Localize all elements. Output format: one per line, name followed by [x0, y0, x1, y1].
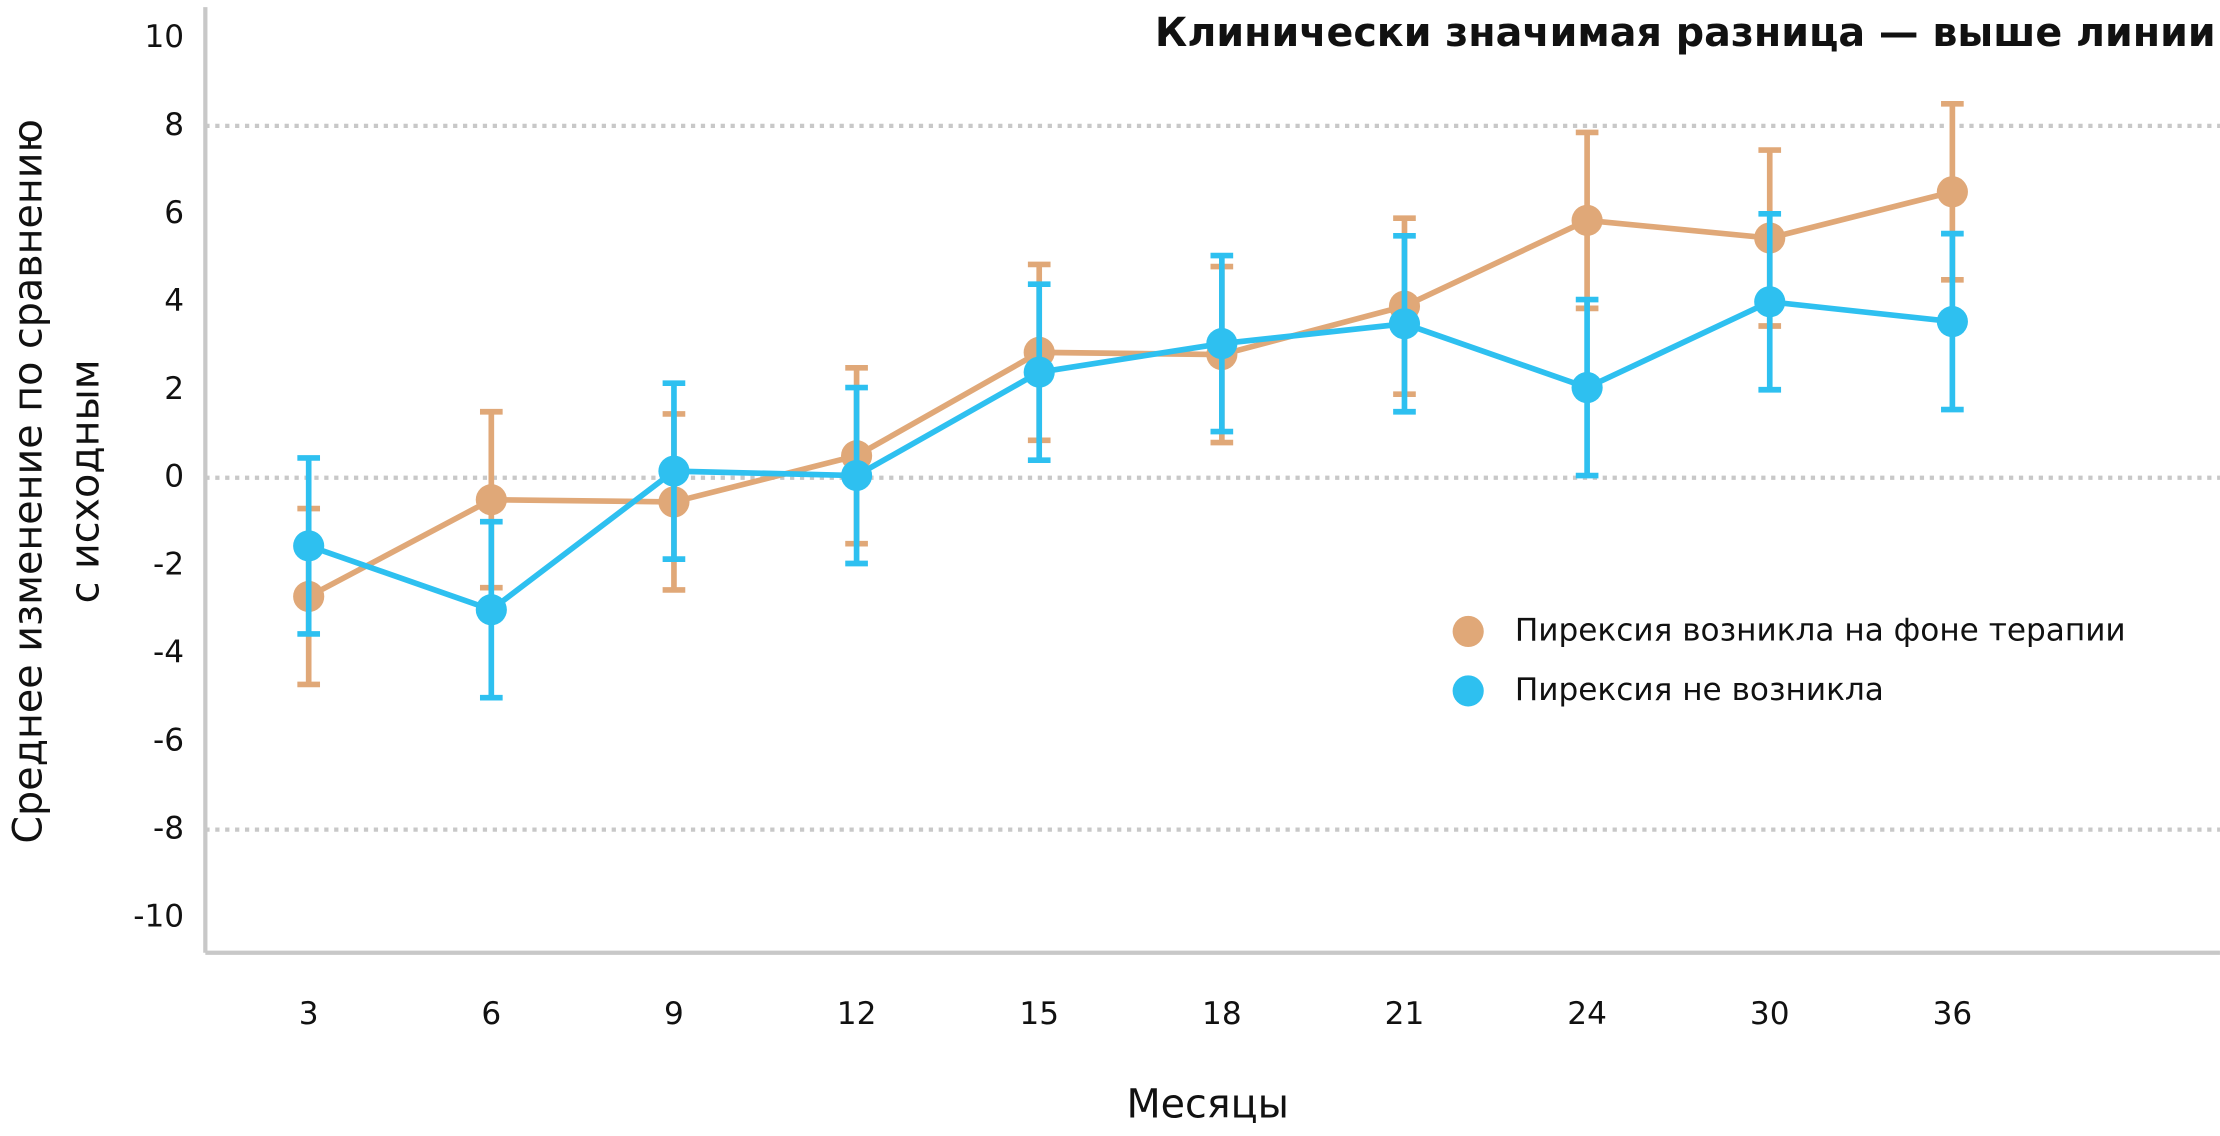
data-point [293, 530, 325, 562]
y-tick-label: 0 [164, 459, 184, 495]
series-line [307, 298, 1953, 613]
x-tick-label: 30 [1750, 996, 1790, 1032]
series-line [307, 189, 1954, 600]
y-tick-label: 4 [164, 283, 184, 319]
y-tick-label: -10 [133, 899, 184, 935]
data-point [841, 459, 873, 492]
y-tick-label: -6 [153, 723, 184, 759]
x-axis-label: Месяцы [1126, 1082, 1288, 1128]
y-tick-label: 10 [144, 19, 184, 55]
data-point [1206, 328, 1238, 360]
legend-marker [1452, 615, 1484, 647]
data-point [1936, 176, 1968, 208]
x-tick-label: 15 [1019, 996, 1059, 1032]
y-tick-label: 6 [164, 195, 184, 231]
x-tick-label: 12 [837, 996, 877, 1032]
x-tick-label: 6 [481, 996, 501, 1032]
data-point [1571, 204, 1603, 236]
x-tick-label: 21 [1385, 996, 1425, 1032]
y-tick-label: 8 [164, 107, 184, 143]
legend-label: Пирексия возникла на фоне терапии [1515, 612, 2126, 648]
data-point [1571, 371, 1603, 404]
x-tick-label: 9 [664, 996, 684, 1032]
data-point [475, 484, 507, 516]
x-tick-label: 24 [1567, 996, 1607, 1032]
y-tick-label: 2 [164, 371, 184, 407]
chart-title: Клинически значимая разница — выше линии [1155, 10, 2216, 56]
x-tick-label: 36 [1933, 996, 1973, 1032]
x-tick-label: 18 [1202, 996, 1242, 1032]
legend-marker [1452, 675, 1484, 707]
y-tick-label: -8 [153, 811, 184, 847]
y-axis-label: Среднее изменение по сравнению [6, 119, 52, 844]
data-point [475, 594, 507, 626]
data-point [1754, 286, 1786, 318]
y-axis-label: с исходным [62, 359, 108, 603]
data-point [1023, 356, 1055, 388]
y-tick-label: -4 [153, 635, 184, 671]
data-point [1936, 306, 1968, 338]
data-point [658, 455, 690, 487]
data-point [1388, 308, 1421, 340]
y-tick-label: -2 [153, 547, 184, 583]
legend-label: Пирексия не возникла [1515, 672, 1884, 708]
x-tick-label: 3 [299, 996, 319, 1032]
